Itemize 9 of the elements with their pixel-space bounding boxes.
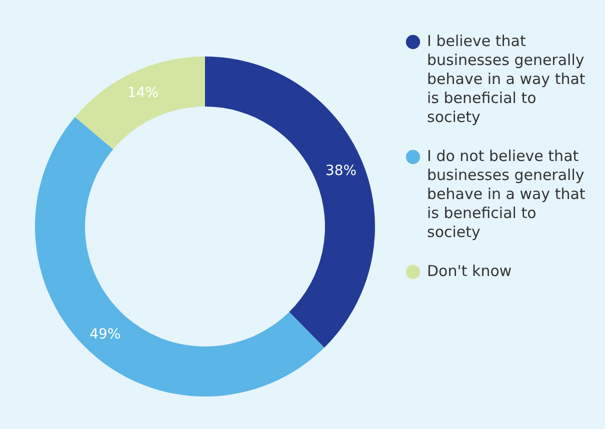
donut-slice (205, 56, 375, 348)
data-label: 38% (325, 162, 357, 179)
legend-label: I do not believe that businesses generally behave in a way that is beneficial to society (427, 147, 586, 241)
donut-slice (35, 117, 324, 396)
legend-label: I believe that businesses generally behave in a way that is beneficial to society (427, 32, 586, 126)
data-label: 14% (127, 85, 159, 102)
data-label: 49% (90, 326, 121, 342)
donut-slice (74, 56, 205, 150)
legend-label: Don't know (427, 262, 512, 280)
